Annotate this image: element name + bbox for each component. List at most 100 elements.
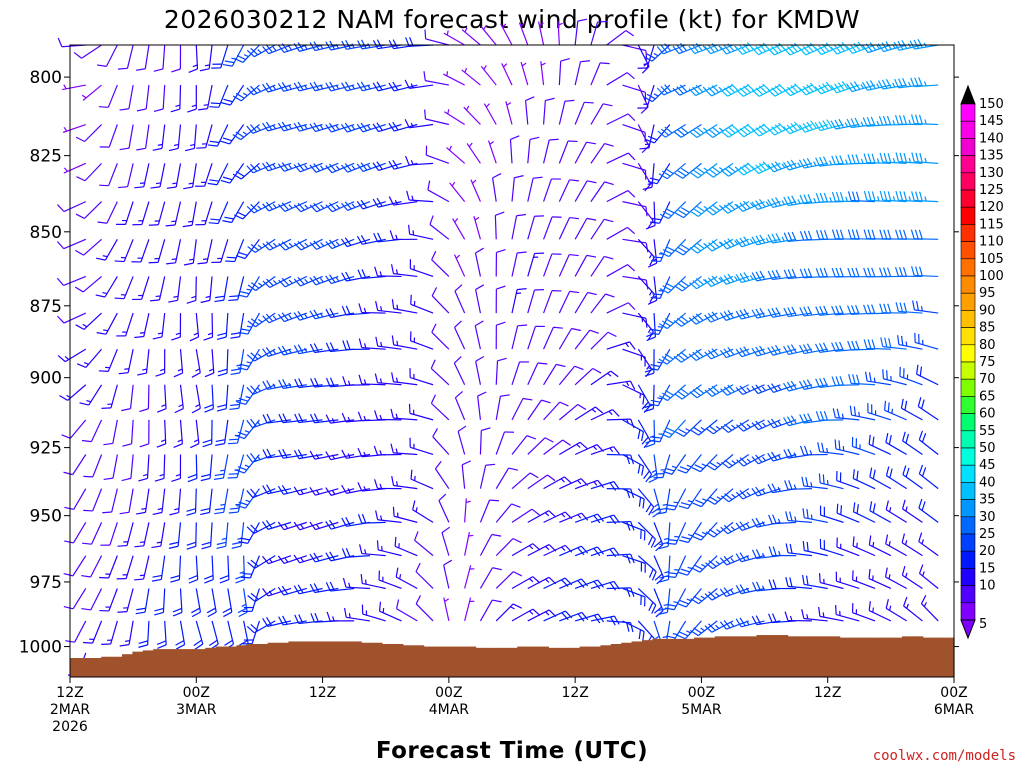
wind-barb	[574, 579, 605, 590]
wind-barb	[537, 21, 545, 46]
wind-barb	[558, 365, 584, 386]
wind-barb	[735, 488, 765, 500]
wind-barb	[424, 109, 449, 126]
wind-barb	[910, 114, 939, 126]
wind-barb	[246, 620, 276, 634]
wind-barb	[196, 124, 213, 149]
wind-barb	[511, 508, 540, 523]
wind-barb	[81, 588, 103, 611]
wind-barb	[637, 521, 656, 548]
wind-barb	[449, 181, 466, 202]
wind-barb	[262, 161, 292, 172]
wind-barb	[720, 123, 750, 138]
wind-barb	[262, 448, 292, 459]
wind-barb	[719, 555, 750, 566]
ground-column	[163, 649, 175, 677]
wind-barb	[404, 79, 434, 89]
wind-barb	[293, 486, 323, 496]
wind-barb	[189, 313, 200, 342]
wind-barb	[818, 473, 844, 490]
wind-barb	[434, 460, 450, 489]
wind-barb	[900, 398, 923, 421]
wind-barb	[246, 162, 276, 174]
wind-barb	[543, 216, 562, 240]
wind-barb	[225, 239, 245, 263]
wind-barb	[893, 40, 923, 51]
colorbar-swatch	[960, 275, 976, 294]
wind-barb	[186, 522, 197, 550]
wind-barb	[62, 123, 86, 133]
ground-column	[236, 645, 248, 677]
wind-barb	[863, 190, 891, 203]
wind-barb	[240, 555, 260, 579]
wind-barb	[798, 82, 828, 96]
wind-barb	[518, 22, 529, 46]
wind-barb	[155, 349, 166, 377]
wind-barb	[653, 588, 664, 618]
wind-barb	[74, 275, 102, 293]
wind-barb	[441, 526, 451, 556]
wind-barb	[558, 253, 579, 277]
wind-barb	[674, 238, 702, 256]
wind-barb	[665, 488, 687, 511]
colorbar-label: 55	[979, 424, 996, 439]
ground-column	[350, 641, 362, 677]
wind-barb	[100, 522, 118, 546]
y-tick-label: 900	[30, 369, 62, 389]
ground-column	[631, 641, 643, 677]
wind-barb	[543, 401, 569, 421]
wind-barb	[341, 39, 371, 50]
credit-text: coolwx.com/models	[873, 748, 1016, 764]
wind-barb	[358, 303, 386, 314]
wind-barb	[814, 119, 844, 132]
wind-barb	[751, 161, 781, 175]
y-tick-label: 850	[30, 223, 62, 243]
wind-barb	[464, 498, 471, 523]
x-tick-label: 2MAR	[50, 702, 91, 718]
wind-barb	[423, 71, 449, 86]
colorbar-swatch	[960, 292, 976, 311]
wind-barb	[863, 339, 891, 350]
wind-barb	[719, 238, 750, 250]
wind-barb	[863, 153, 891, 164]
wind-barb	[262, 82, 292, 93]
wind-barb	[135, 588, 150, 615]
colorbar-swatch	[960, 224, 976, 242]
wind-barb	[558, 99, 575, 125]
ground-column	[870, 637, 882, 677]
wind-barb	[388, 81, 418, 92]
wind-barb	[656, 43, 686, 55]
wind-barb	[293, 42, 323, 52]
wind-barb	[751, 419, 781, 431]
wind-barb	[912, 300, 939, 314]
wind-barb	[262, 520, 292, 530]
wind-barb	[325, 487, 355, 496]
colorbar-swatch	[960, 258, 976, 277]
wind-barb	[735, 552, 765, 563]
wind-barb	[606, 113, 636, 126]
colorbar-label: 130	[979, 166, 1004, 181]
wind-barb	[203, 313, 214, 341]
wind-barb	[414, 531, 434, 557]
ground-column	[246, 644, 258, 677]
wind-barb	[232, 162, 260, 180]
wind-barb	[879, 190, 907, 203]
wind-barb	[136, 84, 150, 112]
wind-barb	[689, 162, 718, 179]
wind-barb	[878, 115, 907, 126]
wind-barb	[590, 62, 610, 86]
wind-barb	[82, 522, 103, 545]
wind-barb	[63, 555, 87, 577]
colorbar-swatch	[960, 550, 976, 569]
wind-barb	[558, 327, 581, 350]
wind-barb	[606, 488, 635, 499]
wind-barb	[818, 573, 844, 590]
colorbar-label: 145	[979, 114, 1004, 129]
wind-barb	[235, 454, 260, 474]
wind-barb	[214, 488, 229, 515]
wind-barb	[309, 450, 339, 460]
wind-barb	[103, 454, 118, 481]
wind-barb	[211, 239, 229, 264]
wind-barb	[704, 587, 734, 601]
wind-barb	[574, 18, 588, 46]
